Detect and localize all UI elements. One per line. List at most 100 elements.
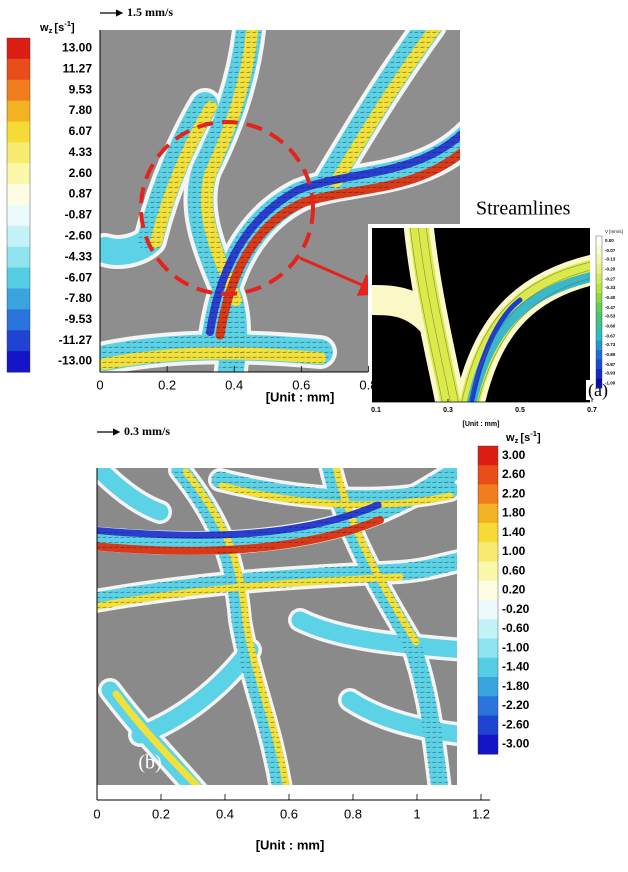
colorbar-swatch bbox=[478, 465, 498, 485]
colorbar-swatch bbox=[596, 284, 602, 294]
colorbar-swatch bbox=[478, 504, 498, 524]
colorbar-swatch bbox=[478, 485, 498, 505]
colorbar-swatch bbox=[7, 142, 30, 163]
x-tick-label: 0.6 bbox=[292, 377, 310, 392]
x-tick-label: 0.3 bbox=[443, 407, 453, 414]
colorbar-tick-label: 11.27 bbox=[63, 61, 93, 75]
colorbar-swatch bbox=[478, 658, 498, 678]
x-tick-label: 0.2 bbox=[158, 377, 176, 392]
inset-x-label: [Unit : mm] bbox=[463, 421, 500, 428]
colorbar-swatch bbox=[7, 184, 30, 205]
colorbar-tick-label: 0.00 bbox=[605, 238, 614, 243]
colorbar-swatch bbox=[478, 639, 498, 659]
callout: Streamlines bbox=[476, 198, 571, 220]
colorbar-tick-label: -3.00 bbox=[502, 737, 530, 751]
colorbar-swatch bbox=[596, 236, 602, 246]
x-tick-label: 1 bbox=[413, 806, 420, 821]
colorbar-swatch bbox=[478, 542, 498, 562]
colorbar-tick-label: 9.53 bbox=[69, 82, 93, 96]
colorbar-tick-label: -0.67 bbox=[605, 333, 616, 338]
colorbar-swatch bbox=[478, 677, 498, 697]
colorbar-tick-label: 7.80 bbox=[69, 103, 93, 117]
colorbar-swatch bbox=[7, 330, 30, 351]
colorbar-tick-label: -13.00 bbox=[58, 354, 92, 368]
colorbar-tick-label: -0.80 bbox=[605, 352, 616, 357]
colorbar-swatch bbox=[7, 289, 30, 310]
colorbar-tick-label: 1.40 bbox=[502, 525, 526, 539]
colorbar-title: wz[s-1] bbox=[505, 429, 541, 445]
figure: (a) [Unit : mm] V [mm/s] Streamlines 1.5… bbox=[0, 0, 628, 872]
colorbar-tick-label: -0.40 bbox=[605, 295, 616, 300]
colorbar-swatch bbox=[596, 246, 602, 256]
colorbar-swatch bbox=[596, 265, 602, 275]
colorbar-tick-label: -0.60 bbox=[605, 323, 616, 328]
colorbar-swatch bbox=[596, 360, 602, 370]
colorbar-swatch bbox=[478, 523, 498, 543]
colorbar-tick-label: -9.53 bbox=[65, 312, 93, 326]
colorbar-tick-label: -2.20 bbox=[502, 698, 530, 712]
colorbar-swatch bbox=[478, 446, 498, 466]
colorbar-swatch bbox=[596, 255, 602, 265]
colorbar-swatch bbox=[7, 122, 30, 143]
colorbar-swatch bbox=[596, 379, 602, 389]
colorbar-tick-label: 2.60 bbox=[69, 166, 93, 180]
colorbar-swatch bbox=[7, 59, 30, 80]
colorbar-swatch bbox=[596, 369, 602, 379]
x-tick-label: 1.2 bbox=[472, 806, 490, 821]
x-tick-label: 0.7 bbox=[587, 407, 597, 414]
x-tick-label: 0.6 bbox=[280, 806, 298, 821]
title-part: [s bbox=[520, 432, 530, 444]
colorbar-tick-label: 0.60 bbox=[502, 563, 526, 577]
colorbar-swatch bbox=[596, 293, 602, 303]
colorbar-tick-label: 0.20 bbox=[502, 583, 526, 597]
colorbar-tick-label: -1.00 bbox=[502, 640, 530, 654]
colorbar-tick-label: -6.07 bbox=[65, 270, 93, 284]
title-part: ] bbox=[537, 432, 541, 444]
colorbar-tick-label: 2.20 bbox=[502, 486, 526, 500]
flow-image-b bbox=[90, 465, 465, 795]
title-part: z bbox=[49, 26, 53, 35]
colorbar-tick-label: 1.00 bbox=[502, 544, 526, 558]
colorbar-tick-label: -0.13 bbox=[605, 256, 616, 261]
colorbar-tick-label: 0.87 bbox=[69, 187, 93, 201]
colorbar-tick-label: 3.00 bbox=[502, 448, 526, 462]
x-tick-label: 0.8 bbox=[344, 806, 362, 821]
x-tick-label: 0.2 bbox=[152, 806, 170, 821]
colorbar-tick-label: 1.80 bbox=[502, 506, 526, 520]
colorbar-tick-label: -0.27 bbox=[605, 276, 616, 281]
colorbar-swatch bbox=[7, 38, 30, 59]
colorbar-swatch bbox=[7, 247, 30, 268]
colorbar-swatch bbox=[596, 303, 602, 313]
x-tick-label: 0.8 bbox=[359, 377, 377, 392]
colorbar-title: wz[s-1] bbox=[39, 19, 75, 35]
colorbar-tick-label: -0.20 bbox=[605, 266, 616, 271]
colorbar-tick-label: -1.40 bbox=[502, 660, 530, 674]
colorbar-tick-label: 4.33 bbox=[69, 145, 93, 159]
colorbar-swatch bbox=[596, 350, 602, 360]
colorbar-swatch bbox=[7, 226, 30, 247]
colorbar-tick-label: -0.33 bbox=[605, 285, 616, 290]
colorbar-swatch bbox=[596, 322, 602, 332]
panel-label: (b) bbox=[138, 752, 161, 774]
colorbar-tick-label: -0.87 bbox=[65, 208, 93, 222]
colorbar-tick-label: -0.60 bbox=[502, 621, 530, 635]
colorbar-swatch bbox=[596, 341, 602, 351]
page: {"panel_a": { "velocity_scale": "1.5 mm/… bbox=[0, 0, 628, 872]
x-tick-label: 0 bbox=[93, 806, 100, 821]
colorbar-swatch bbox=[596, 274, 602, 284]
velocity-scale: 0.3 mm/s bbox=[124, 424, 170, 438]
colorbar-tick-label: -2.60 bbox=[65, 228, 93, 242]
colorbar-swatch bbox=[596, 331, 602, 341]
colorbar-tick-label: -1.80 bbox=[502, 679, 530, 693]
colorbar-tick-label: -0.47 bbox=[605, 305, 616, 310]
colorbar-swatch bbox=[596, 312, 602, 322]
title-part: w bbox=[505, 432, 515, 444]
colorbar-swatch bbox=[7, 205, 30, 226]
title-part: [s bbox=[54, 22, 64, 34]
colorbar-tick-label: -2.60 bbox=[502, 717, 530, 731]
colorbar-tick-label: -0.87 bbox=[605, 362, 616, 367]
colorbar-tick-label: -4.33 bbox=[65, 249, 93, 263]
colorbar-swatch bbox=[7, 351, 30, 372]
colorbar-tick-label: -11.27 bbox=[59, 333, 93, 347]
title-part: w bbox=[39, 22, 49, 34]
